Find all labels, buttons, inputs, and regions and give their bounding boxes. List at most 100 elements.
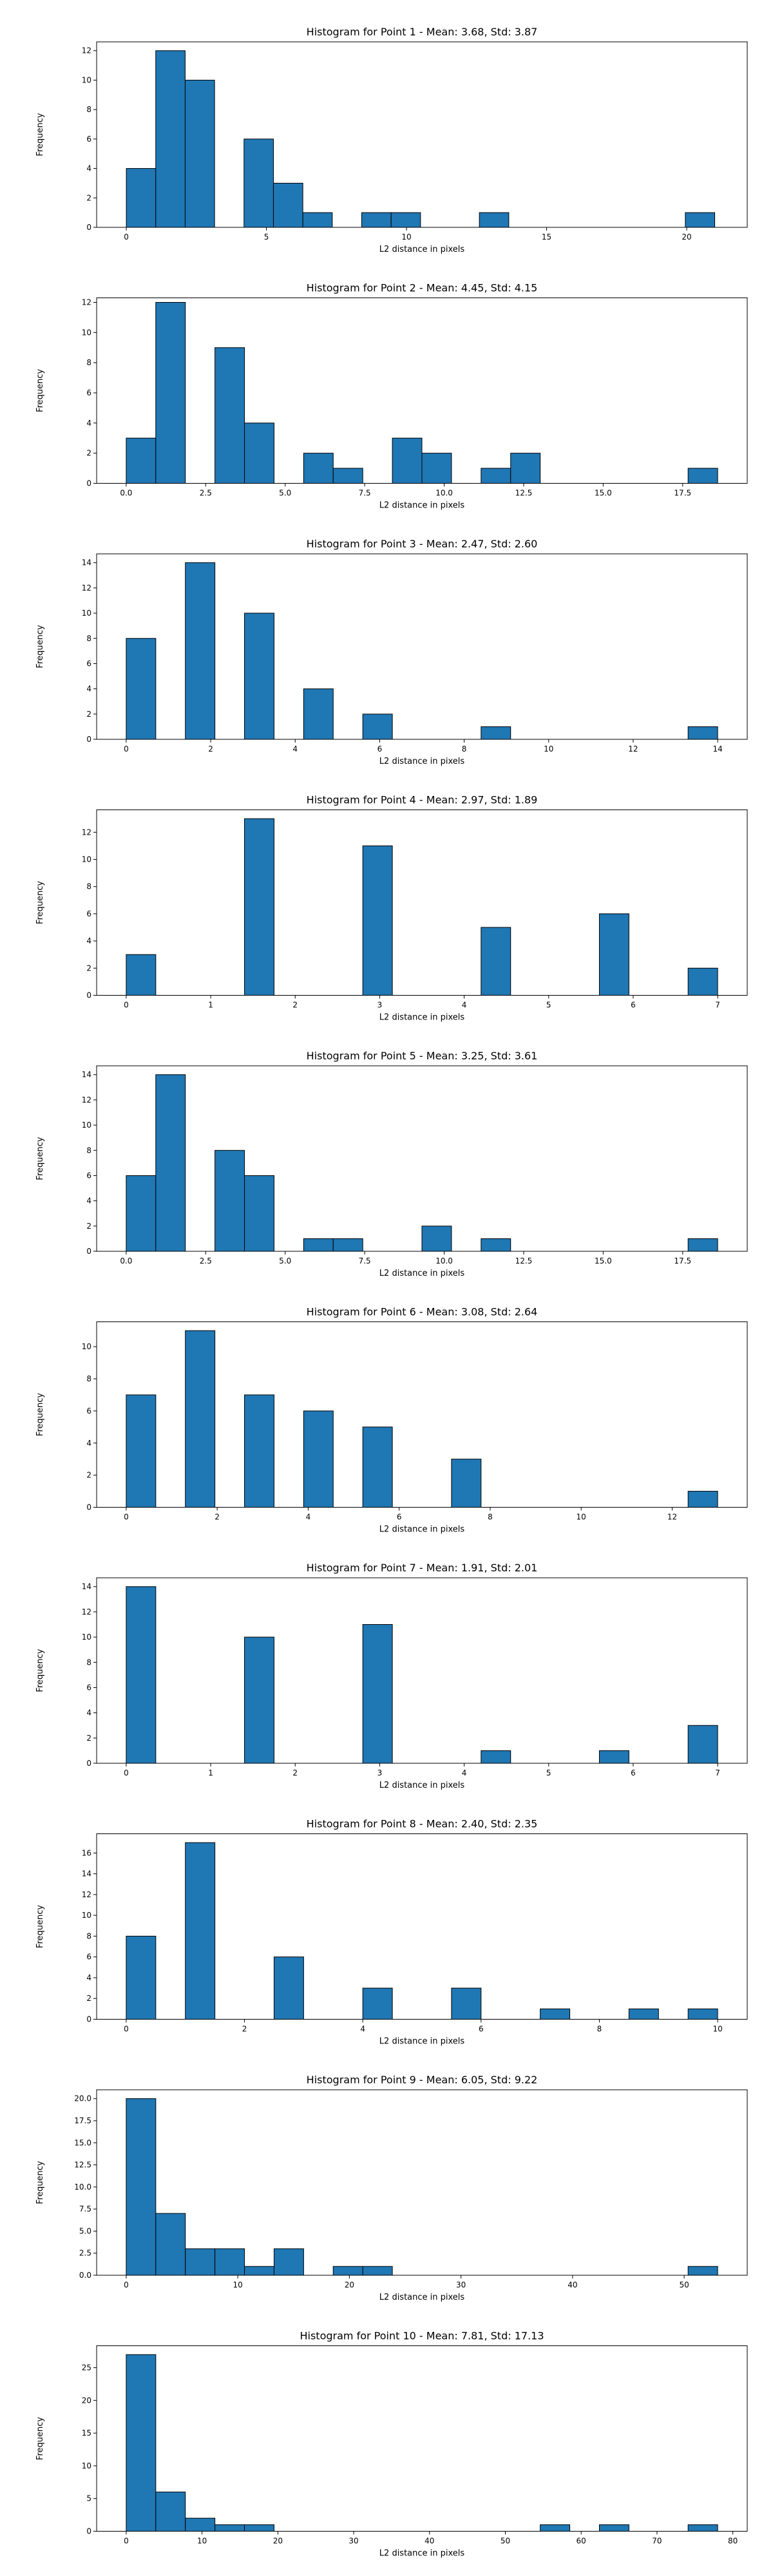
- plot-frame: [96, 298, 748, 484]
- histogram-bar: [687, 2524, 718, 2532]
- histogram-bar: [155, 2492, 186, 2532]
- y-tick-label: 0: [86, 223, 91, 232]
- x-tick-label: 17.5: [674, 1256, 691, 1265]
- plot-frame: [96, 553, 748, 740]
- x-tick-label: 20: [682, 232, 691, 242]
- y-tick-label: 0: [86, 991, 91, 1000]
- x-axis-label: L2 distance in pixels: [379, 757, 465, 766]
- histogram-bar: [687, 2008, 718, 2020]
- y-tick-label: 2: [86, 1222, 91, 1231]
- y-tick-label: 2: [86, 449, 91, 458]
- histogram-bar: [215, 347, 245, 484]
- histogram-bar: [687, 468, 718, 484]
- x-tick-label: 2: [292, 1768, 298, 1777]
- y-tick-label: 4: [86, 1709, 91, 1718]
- histogram-bar: [390, 212, 421, 228]
- x-tick-label: 2: [242, 2025, 247, 2034]
- histogram-bar: [244, 1636, 274, 1764]
- x-tick-label: 5.0: [279, 1256, 291, 1265]
- x-tick-label: 6: [631, 1001, 636, 1010]
- chart-title: Histogram for Point 1 - Mean: 3.68, Std:…: [307, 26, 538, 38]
- x-tick-label: 8: [462, 744, 467, 753]
- histogram-bar: [451, 1987, 482, 2020]
- histogram-bar: [332, 468, 363, 484]
- x-tick-label: 3: [377, 1001, 383, 1010]
- y-tick-label: 8: [86, 1658, 91, 1667]
- histogram-bar: [481, 927, 511, 996]
- histogram-bar: [126, 1935, 157, 2020]
- x-tick-label: 1: [208, 1001, 213, 1010]
- x-tick-label: 4: [292, 744, 298, 753]
- x-tick-label: 10: [544, 744, 553, 753]
- y-tick-label: 20: [82, 2396, 91, 2405]
- y-axis-label: Frequency: [35, 625, 45, 668]
- histogram-bar: [244, 1175, 274, 1252]
- x-tick-label: 0: [124, 2025, 129, 2034]
- x-axis-label: L2 distance in pixels: [379, 1781, 465, 1790]
- histogram-bar: [540, 2524, 571, 2532]
- histogram-bar: [126, 1586, 157, 1764]
- x-tick-label: 0.0: [120, 489, 132, 498]
- histogram-bar: [126, 2098, 157, 2276]
- x-tick-label: 5: [546, 1768, 551, 1777]
- y-tick-label: 0: [86, 479, 91, 488]
- histogram-bar: [421, 1226, 452, 1252]
- histogram-bar: [215, 2248, 245, 2276]
- histogram-bar: [362, 1426, 393, 1508]
- y-tick-label: 6: [86, 1406, 91, 1416]
- histogram-bar: [687, 1238, 718, 1252]
- y-tick-label: 4: [86, 1439, 91, 1448]
- x-axis-label: L2 distance in pixels: [379, 1013, 465, 1023]
- histogram-bar: [687, 1725, 718, 1764]
- x-tick-label: 10: [401, 232, 411, 242]
- chart-panel-6: Histogram for Point 6 - Mean: 3.08, Std:…: [35, 1306, 748, 1535]
- chart-title: Histogram for Point 10 - Mean: 7.81, Std…: [300, 2330, 544, 2342]
- x-tick-label: 7.5: [359, 1256, 371, 1265]
- chart-title: Histogram for Point 3 - Mean: 2.47, Std:…: [307, 538, 538, 550]
- x-tick-label: 7: [715, 1001, 720, 1010]
- y-tick-label: 8: [86, 882, 91, 891]
- x-tick-label: 4: [306, 1513, 311, 1522]
- y-tick-label: 8: [86, 1931, 91, 1940]
- y-tick-label: 5.0: [79, 2226, 91, 2235]
- x-tick-label: 12: [628, 744, 638, 753]
- x-axis-label: L2 distance in pixels: [379, 2549, 465, 2559]
- x-tick-label: 2.5: [200, 1256, 212, 1265]
- histogram-bar: [302, 212, 333, 228]
- y-tick-label: 10: [82, 1633, 91, 1642]
- x-axis-label: L2 distance in pixels: [379, 2293, 465, 2302]
- x-axis-label: L2 distance in pixels: [379, 501, 465, 511]
- chart-panel-5: Histogram for Point 5 - Mean: 3.25, Std:…: [35, 1050, 748, 1278]
- histogram-bar: [303, 688, 334, 740]
- x-tick-label: 0: [124, 2280, 129, 2289]
- x-tick-label: 6: [377, 744, 383, 753]
- y-tick-label: 14: [82, 1582, 91, 1591]
- chart-title: Histogram for Point 6 - Mean: 3.08, Std:…: [307, 1306, 538, 1318]
- y-tick-label: 0: [86, 735, 91, 744]
- histogram-bar: [215, 1150, 245, 1252]
- x-tick-label: 30: [348, 2537, 358, 2546]
- x-tick-label: 7.5: [359, 489, 371, 498]
- histogram-bar: [244, 818, 274, 996]
- histogram-bar: [126, 1175, 157, 1252]
- y-tick-label: 0: [86, 1759, 91, 1768]
- histogram-bar: [362, 2266, 393, 2276]
- y-tick-label: 0: [86, 2527, 91, 2536]
- y-tick-label: 4: [86, 936, 91, 945]
- x-tick-label: 4: [360, 2025, 365, 2034]
- histogram-bar: [185, 2248, 216, 2276]
- x-tick-label: 12.5: [515, 1256, 533, 1265]
- x-tick-label: 10: [577, 1513, 586, 1522]
- histogram-bar: [126, 437, 157, 484]
- y-tick-label: 2: [86, 193, 91, 202]
- y-tick-label: 6: [86, 1953, 91, 1962]
- histogram-bar: [451, 1459, 482, 1508]
- y-tick-label: 20.0: [74, 2094, 91, 2103]
- histogram-bar: [421, 453, 452, 484]
- y-tick-label: 15.0: [74, 2138, 91, 2147]
- y-tick-label: 8: [86, 1374, 91, 1383]
- histogram-bar: [126, 168, 157, 228]
- x-tick-label: 4: [462, 1001, 467, 1010]
- chart-panel-10: Histogram for Point 10 - Mean: 7.81, Std…: [35, 2330, 748, 2559]
